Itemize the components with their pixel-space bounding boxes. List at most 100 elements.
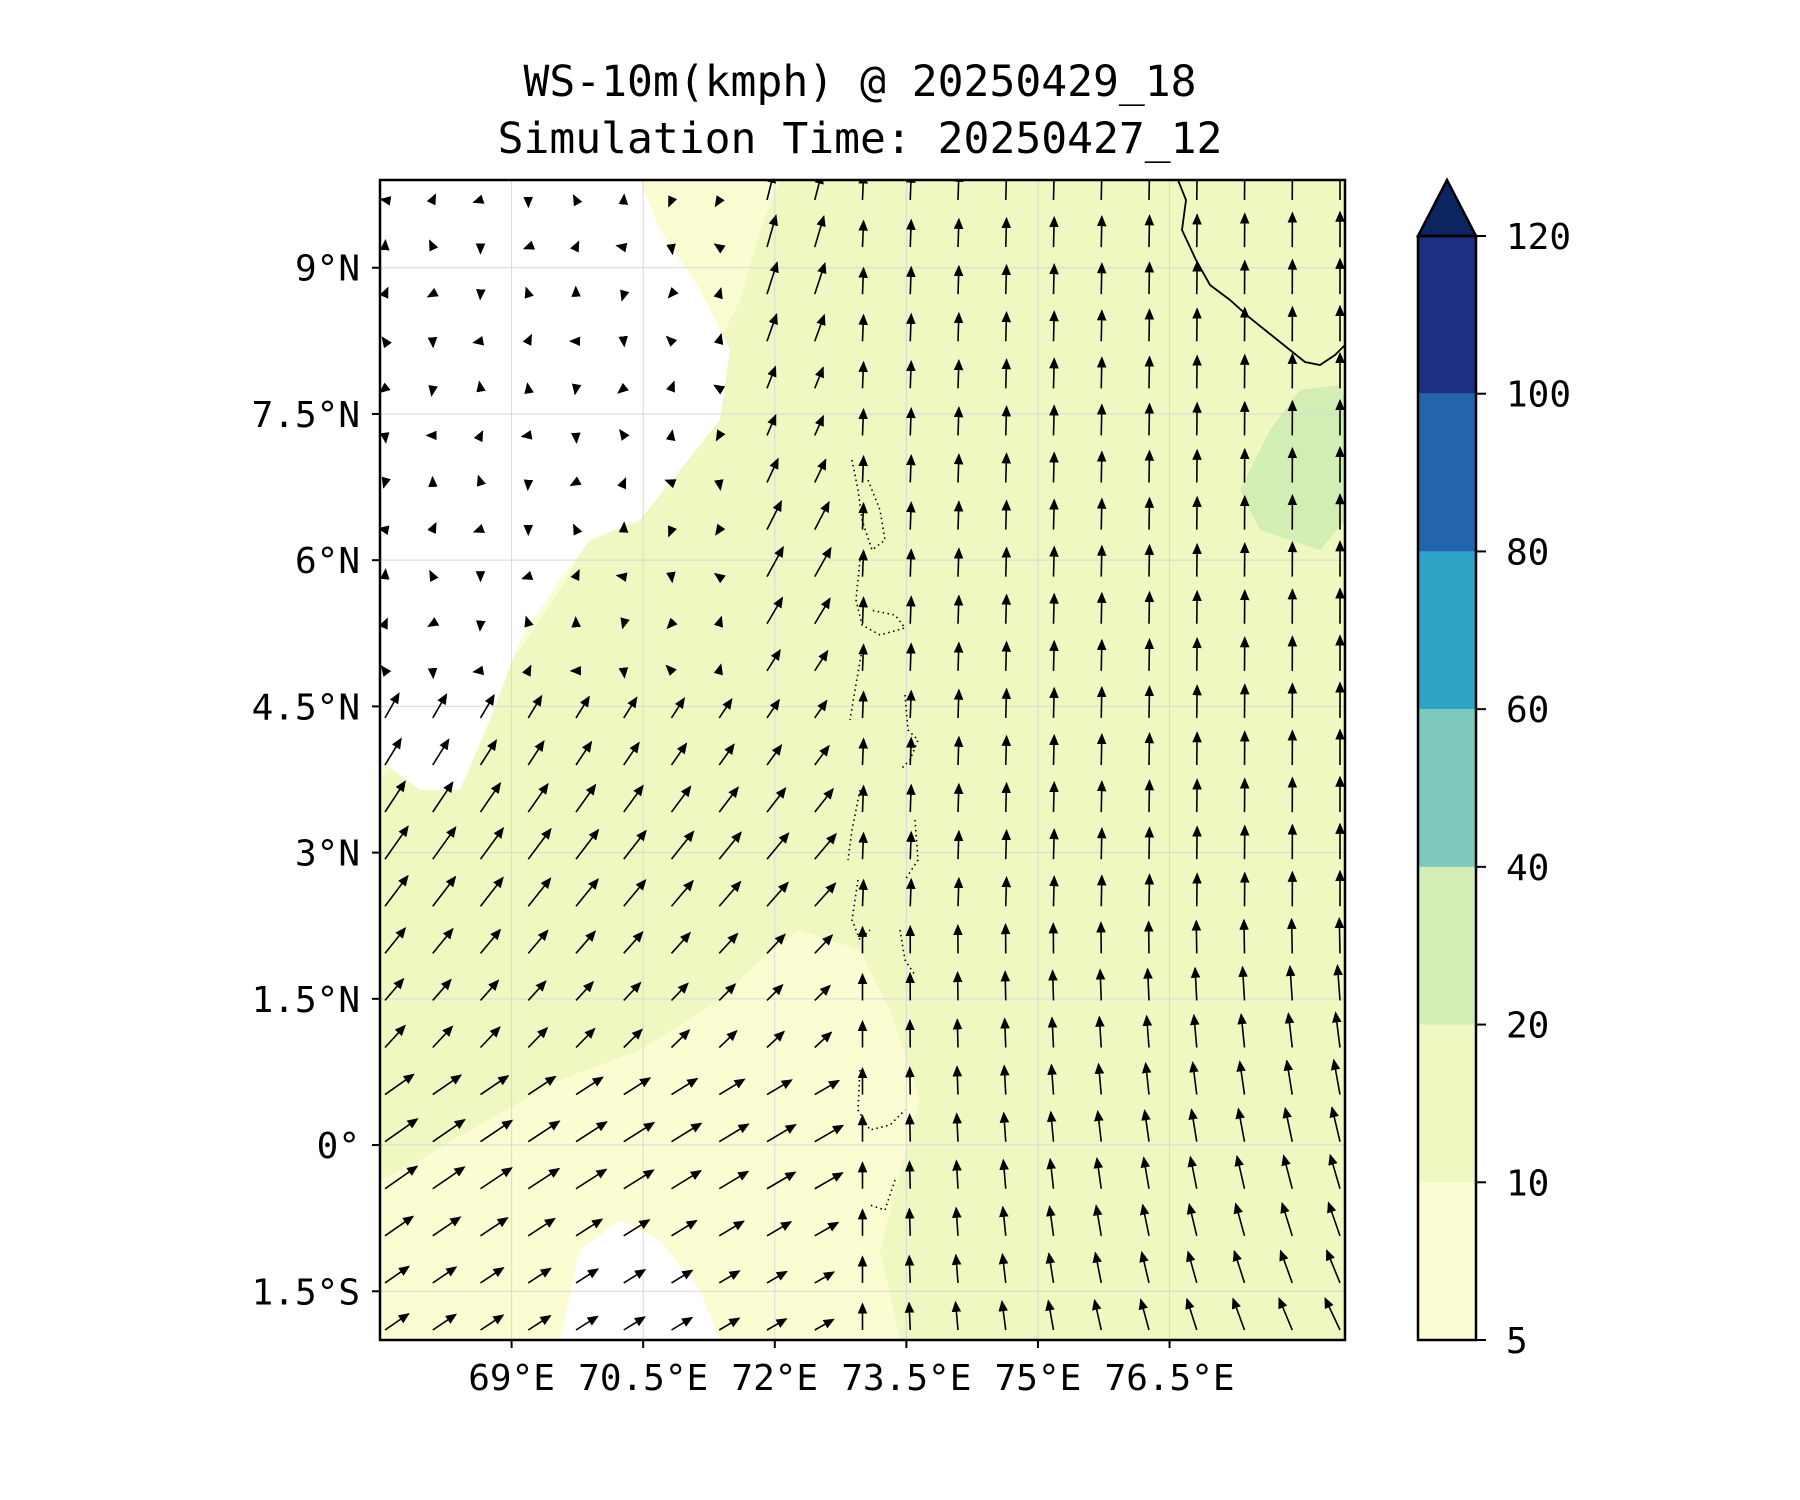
wind-arrow — [813, 313, 826, 342]
wind-arrow — [575, 1121, 608, 1143]
wind-arrow — [615, 242, 628, 253]
wind-arrow — [1001, 640, 1012, 671]
wind-arrow — [1144, 873, 1155, 907]
wind-arrow — [718, 1123, 750, 1143]
wind-arrow — [1281, 1154, 1294, 1189]
wind-arrow — [623, 829, 647, 860]
wind-arrow — [1049, 828, 1059, 860]
wind-arrow — [1001, 216, 1012, 248]
wind-arrow — [718, 697, 733, 719]
wind-arrow — [432, 826, 457, 860]
wind-arrow — [432, 927, 454, 954]
wind-arrow — [814, 984, 831, 1001]
wind-arrow — [1001, 358, 1012, 389]
wind-arrow — [623, 696, 638, 719]
wind-arrow — [766, 1270, 788, 1284]
wind-arrow — [619, 428, 630, 441]
wind-arrow — [1047, 1016, 1058, 1048]
wind-arrow — [713, 332, 724, 346]
wind-arrow — [575, 878, 599, 907]
wind-arrow — [1049, 592, 1059, 624]
wind-arrow — [814, 934, 834, 954]
colorbar-tick-label: 20 — [1506, 1006, 1549, 1047]
wind-arrow — [479, 979, 500, 1001]
wind-arrow — [1235, 1107, 1246, 1142]
wind-arrow — [623, 1268, 647, 1284]
wind-arrow — [1186, 1250, 1198, 1284]
wind-arrow — [718, 1170, 750, 1190]
wind-arrow — [670, 785, 692, 813]
wind-arrow — [1096, 356, 1107, 389]
wind-arrow — [953, 641, 964, 671]
wind-arrow — [953, 264, 964, 295]
y-tick-label: 0° — [317, 1126, 360, 1167]
wind-arrow — [575, 1076, 604, 1096]
wind-arrow — [575, 1315, 599, 1331]
wind-arrow — [814, 1221, 840, 1237]
wind-arrow — [1096, 827, 1107, 860]
wind-arrow — [858, 180, 868, 201]
wind-arrow — [951, 1206, 962, 1236]
wind-arrow — [671, 1077, 699, 1096]
wind-arrow — [718, 1220, 745, 1237]
colorbar-tick-label: 10 — [1506, 1163, 1549, 1204]
colorbar-bands — [1418, 236, 1476, 1340]
wind-arrow — [380, 665, 392, 677]
wind-arrow — [766, 1124, 797, 1143]
wind-arrow — [814, 1124, 845, 1143]
wind-arrow — [573, 523, 583, 536]
wind-arrow — [571, 383, 582, 396]
wind-arrow — [429, 569, 439, 583]
wind-arrow — [1096, 215, 1107, 248]
wind-arrow — [572, 194, 583, 207]
wind-arrow — [432, 738, 450, 766]
wind-arrow — [814, 597, 831, 625]
wind-arrow — [620, 617, 630, 630]
wind-arrow — [1096, 309, 1107, 342]
wind-arrow — [522, 664, 532, 677]
y-tick-label: 7.5°N — [252, 395, 360, 436]
wind-arrow — [527, 1267, 552, 1284]
wind-arrow — [1279, 1249, 1294, 1284]
wind-arrow — [527, 782, 549, 813]
wind-arrow — [426, 193, 437, 206]
wind-arrow — [1096, 780, 1107, 813]
wind-arrow — [575, 930, 597, 954]
wind-arrow — [766, 365, 777, 389]
wind-arrow — [1096, 732, 1107, 766]
wind-arrow — [1049, 639, 1059, 671]
wind-arrow — [951, 1300, 962, 1331]
wind-arrow — [766, 214, 778, 248]
wind-arrow — [527, 1075, 557, 1096]
wind-arrow — [480, 1167, 513, 1190]
wind-arrow — [1144, 779, 1155, 813]
x-tick-label: 73.5°E — [841, 1358, 971, 1399]
wind-arrow — [715, 523, 726, 536]
wind-arrow — [766, 261, 779, 295]
wind-arrow — [384, 825, 409, 860]
wind-arrow — [906, 406, 916, 436]
wind-arrow — [472, 665, 485, 676]
wind-arrow — [718, 932, 739, 954]
wind-arrow — [1187, 1155, 1198, 1189]
wind-arrow — [998, 1252, 1009, 1284]
colorbar-frame — [1416, 234, 1478, 1342]
wind-arrow — [1332, 1011, 1342, 1048]
wind-arrow — [432, 978, 452, 1001]
wind-arrow — [479, 876, 504, 907]
wind-arrow — [953, 406, 964, 436]
wind-arrow — [527, 929, 549, 954]
wind-arrow — [1096, 262, 1107, 295]
wind-arrow — [665, 335, 678, 347]
wind-arrow — [814, 1271, 836, 1284]
wind-arrow — [524, 382, 534, 395]
wind-arrow — [1286, 917, 1297, 954]
wind-arrow — [666, 571, 676, 584]
wind-arrow — [620, 289, 630, 302]
wind-arrow — [766, 457, 779, 483]
wind-arrow — [814, 832, 837, 860]
wind-arrow — [521, 570, 534, 580]
wind-arrow — [1284, 1012, 1295, 1048]
wind-arrow — [814, 546, 832, 578]
wind-arrow — [1049, 263, 1059, 295]
